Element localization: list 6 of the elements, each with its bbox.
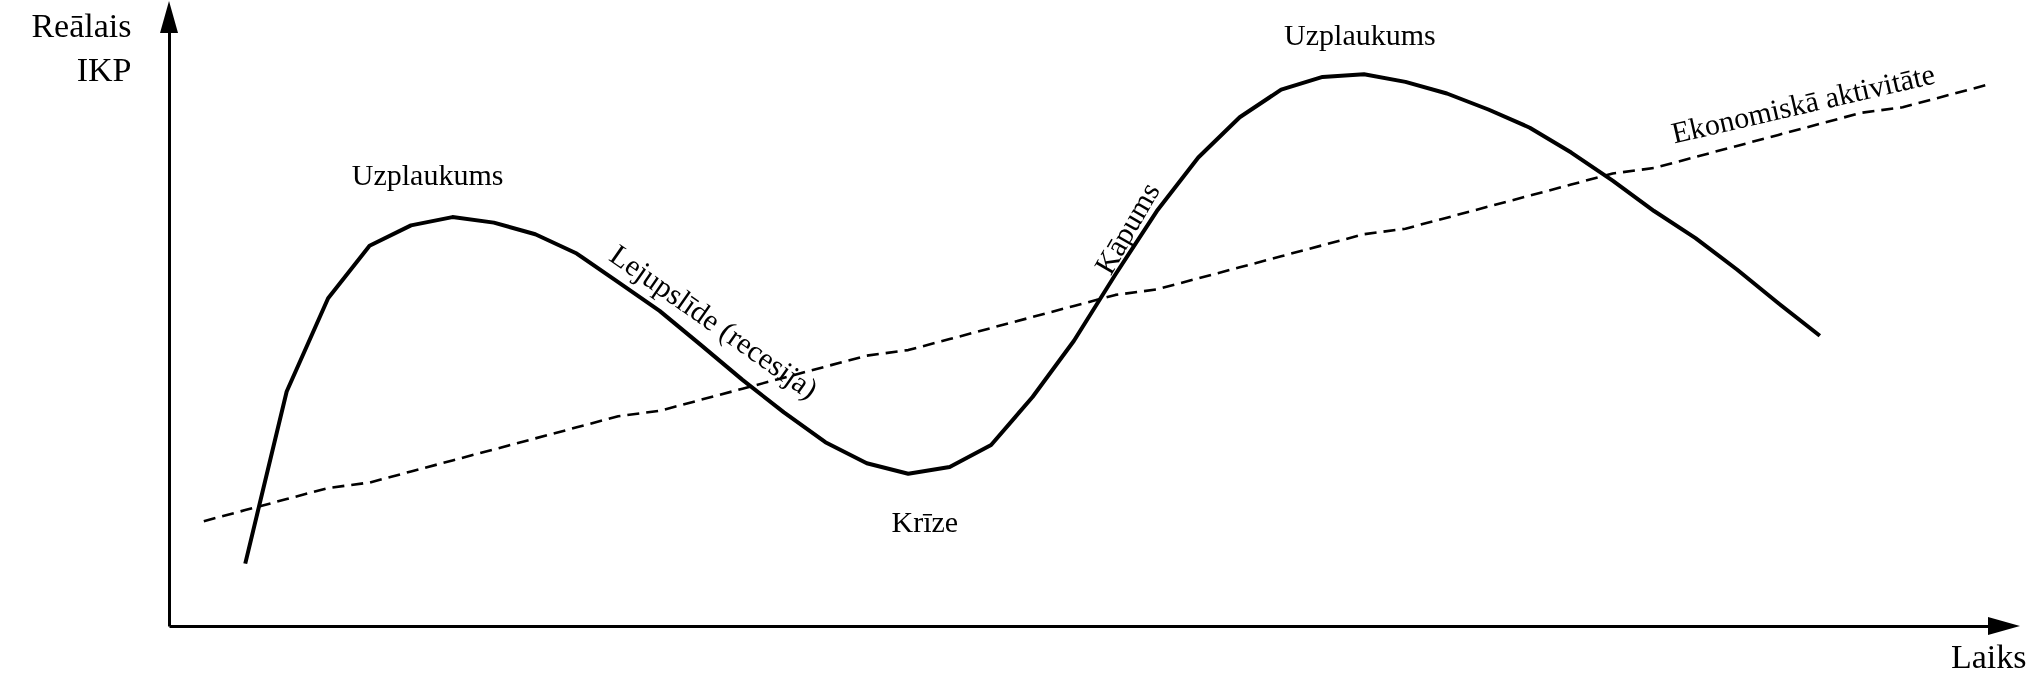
annotation: Uzplaukums [351,157,504,191]
annotation: Krīze [891,505,959,539]
annotation: Ekonomiskā aktivitāte [1668,56,1938,150]
y-axis-title: Reālais IKP [31,6,132,88]
x-axis-title: Laiks [1950,637,2027,675]
text: Uzplaukums [1284,17,1436,51]
